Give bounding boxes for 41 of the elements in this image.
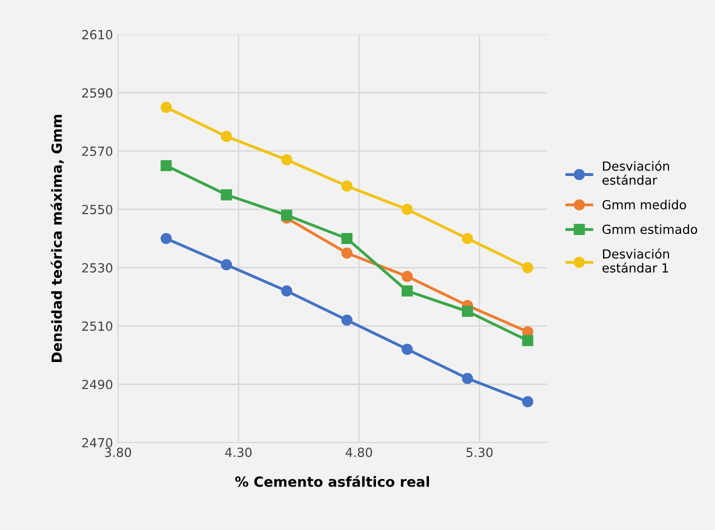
x-tick-label: 4.80 [346,448,372,458]
x-tick-label: 5.30 [466,448,493,458]
point [402,344,413,355]
point [522,396,534,408]
y-axis-title: Densidad teórica máxima, Gmm [50,114,64,362]
point [522,334,534,346]
y-tick-label: 2530 [82,263,112,273]
x-axis-title: % Cemento asfáltico real [235,476,429,487]
y-tick-label: 2510 [82,321,112,331]
legend-label: Gmm medido [602,200,686,210]
legend-label: Desviación estándar [602,160,670,185]
y-tick-label: 2590 [82,88,112,98]
point [462,306,473,317]
point [281,285,292,297]
y-tick-label: 2550 [82,204,112,214]
point [160,160,172,172]
y-tick-label: 2470 [82,438,112,448]
y-tick-label: 2490 [82,380,112,390]
point [281,210,292,221]
point [220,130,232,142]
point [341,248,352,259]
point [341,232,352,244]
legend-label: Desviación estándar 1 [602,248,670,273]
point [281,154,292,166]
y-tick-label: 2610 [82,30,112,40]
point [160,232,172,244]
point [402,270,413,282]
point [341,314,352,326]
point [462,372,473,384]
point [402,285,413,297]
point [220,259,232,270]
point [341,180,352,192]
point [160,102,172,113]
point [220,189,232,200]
x-tick-label: 4.30 [225,448,252,458]
legend-label: Gmm estimado [602,224,698,234]
y-tick-label: 2570 [82,146,112,156]
x-tick-label: 3.80 [105,448,132,458]
point [522,262,534,274]
point [402,204,413,215]
point [462,232,473,244]
